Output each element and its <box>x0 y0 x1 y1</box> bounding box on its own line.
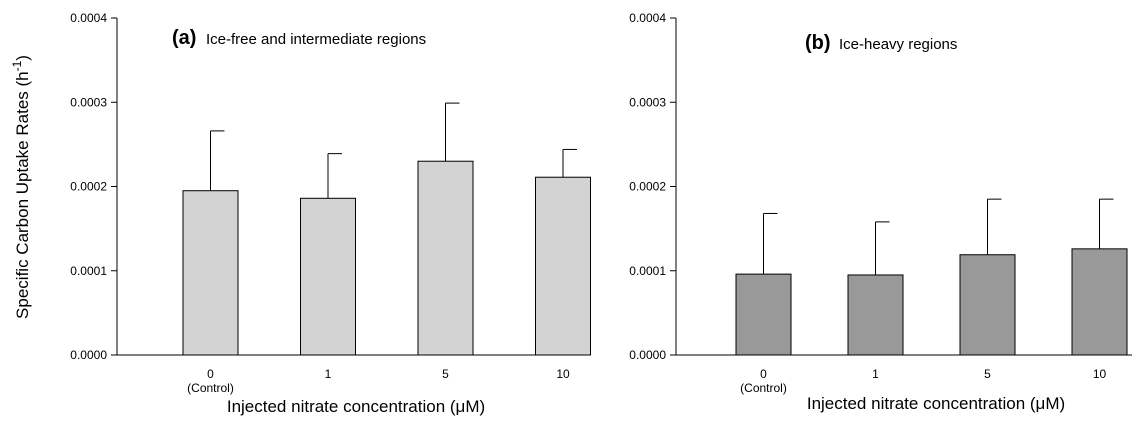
y-tick-label: 0.0002 <box>629 180 666 194</box>
x-tick-label: 5 <box>984 367 991 381</box>
y-tick-label: 0.0001 <box>70 264 107 278</box>
y-tick-label: 0.0001 <box>629 264 666 278</box>
y-tick-label: 0.0004 <box>70 11 107 25</box>
panel-a: 0.0000 0.0001 0.0002 0.0003 0.0004 0(Control)… <box>70 11 591 416</box>
y-tick-label: 0.0003 <box>70 95 107 109</box>
y-tick-label: 0.0003 <box>629 95 666 109</box>
panel-b: 0.0000 0.0001 0.0002 0.0003 0.0004 0(Control)… <box>629 11 1132 413</box>
y-tick-label: 0.0000 <box>70 348 107 362</box>
y-axis-label: Specific Carbon Uptake Rates (h-1) <box>10 55 32 319</box>
panel-title: Ice-free and intermediate regions <box>206 31 426 48</box>
panel-tag: (a) <box>172 27 196 49</box>
x-tick-sublabel: (Control) <box>740 381 787 395</box>
bar <box>959 254 1016 356</box>
bar <box>300 197 356 356</box>
y-axis-label-superscript: -1 <box>10 60 24 71</box>
bar <box>535 176 591 356</box>
y-tick-label: 0.0000 <box>629 348 666 362</box>
y-tick-label: 0.0002 <box>70 180 107 194</box>
x-tick-label: 10 <box>556 367 570 381</box>
panel-title: Ice-heavy regions <box>839 36 957 53</box>
x-axis-label: Injected nitrate concentration (μM) <box>227 397 485 416</box>
bar <box>847 274 904 356</box>
bar <box>417 160 474 356</box>
x-tick-sublabel: (Control) <box>187 381 234 395</box>
panel-tag: (b) <box>805 32 831 54</box>
bar <box>735 273 792 356</box>
x-tick-label: 1 <box>872 367 879 381</box>
x-tick-label: 1 <box>325 367 332 381</box>
bar <box>1071 248 1128 356</box>
x-tick-label: 10 <box>1093 367 1107 381</box>
y-axis-label-close: ) <box>13 55 32 61</box>
y-tick-label: 0.0004 <box>629 11 666 25</box>
bar <box>182 190 239 356</box>
x-tick-label: 5 <box>442 367 449 381</box>
x-tick-label: 0 <box>760 367 767 381</box>
x-axis-label: Injected nitrate concentration (μM) <box>807 394 1065 413</box>
x-tick-label: 0 <box>207 367 214 381</box>
